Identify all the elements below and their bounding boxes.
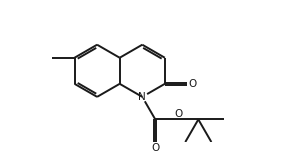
Text: O: O (175, 109, 183, 119)
Text: O: O (151, 143, 159, 152)
Text: O: O (188, 79, 197, 89)
Text: N: N (139, 92, 146, 102)
